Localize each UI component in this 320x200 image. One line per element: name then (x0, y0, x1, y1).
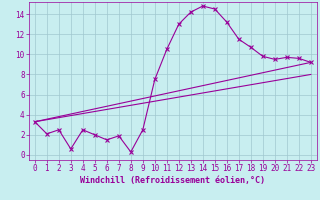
X-axis label: Windchill (Refroidissement éolien,°C): Windchill (Refroidissement éolien,°C) (80, 176, 265, 185)
